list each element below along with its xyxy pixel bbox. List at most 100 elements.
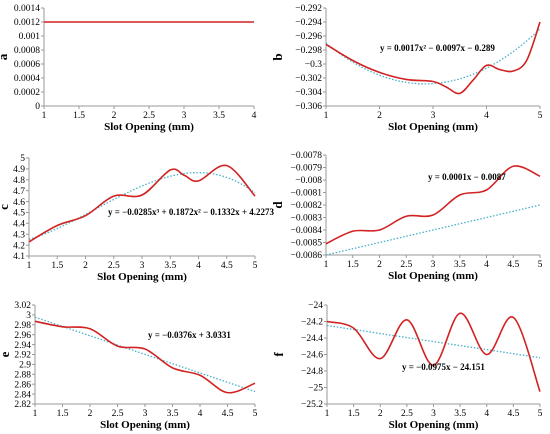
- y-tick-label: −24: [308, 301, 323, 311]
- trendline: [28, 171, 256, 240]
- y-tick-label: −25: [308, 384, 323, 394]
- y-tick-label: −0.296: [295, 32, 322, 42]
- x-tick-label: 3: [431, 260, 436, 270]
- y-tick-label: 0.0002: [14, 88, 40, 98]
- data-line: [28, 164, 256, 243]
- panel-e: 2.822.842.862.882.92.922.942.962.9833.02…: [0, 301, 258, 431]
- y-tick-label: −0.0083: [291, 214, 323, 224]
- y-tick-label: 2.82: [14, 400, 31, 410]
- x-tick-label: 4.5: [507, 260, 519, 270]
- x-tick-label: 4.5: [221, 261, 233, 271]
- x-tick-label: 1.5: [51, 261, 63, 271]
- x-tick-label: 1.5: [348, 409, 360, 419]
- y-tick-label: 4.6: [13, 198, 25, 208]
- panel-f: −24 −24.2 −24.4 −24.6 −24.8 −25 −25.21 1.5 2 2.5 3…: [271, 301, 543, 431]
- x-tick-label: 5: [253, 409, 258, 419]
- y-tick-label: 4.4: [13, 220, 25, 230]
- y-tick-label: 2.9: [19, 361, 31, 371]
- y-tick-label: −0.0082: [291, 201, 323, 211]
- data-line: [325, 21, 541, 95]
- x-tick-label: 3: [431, 111, 436, 121]
- x-tick-label: 3.5: [454, 409, 466, 419]
- x-tick-label: 2.5: [108, 261, 120, 271]
- y-tick-label: 5: [20, 154, 25, 164]
- y-tick-label: 4.8: [13, 176, 25, 186]
- panel-c: 4.14.24.34.44.54.64.74.84.951 1.5 2 2.5 3 3.5…: [0, 154, 275, 283]
- y-tick-label: −0.306: [295, 102, 322, 112]
- x-tick-label: 4.5: [222, 409, 234, 419]
- y-tick-label: −0.0078: [291, 151, 323, 161]
- y-tick-label: −24.6: [301, 351, 323, 361]
- y-tick-label: −0.302: [295, 74, 322, 84]
- trend-equation: y = −0.0975x − 24.151: [402, 362, 485, 372]
- x-tick-label: 2.5: [143, 111, 155, 121]
- x-tick-label: 5: [538, 111, 543, 121]
- x-tick-label: 3.5: [164, 261, 176, 271]
- y-tick-label: 2.94: [14, 341, 31, 351]
- y-axis-title: b: [270, 53, 285, 60]
- x-tick-label: 5: [538, 260, 543, 270]
- data-line: [326, 312, 541, 392]
- x-tick-label: 4.5: [507, 409, 519, 419]
- x-tick-label: 2: [377, 111, 382, 121]
- trendline: [325, 204, 541, 256]
- x-axis-title: Slot Opening (mm): [388, 121, 478, 133]
- x-tick-label: 4: [484, 111, 489, 121]
- y-tick-label: 4.5: [13, 209, 25, 219]
- x-tick-label: 2: [378, 409, 383, 419]
- x-tick-label: 4: [484, 260, 489, 270]
- y-axis-title: a: [0, 53, 10, 60]
- panel-d: −0.0078 −0.0079 −0.008 −0.0081 −0.0082 −0.008…: [270, 151, 543, 282]
- y-tick-label: 0.0004: [14, 74, 40, 84]
- x-axis-title: Slot Opening (mm): [97, 271, 187, 283]
- y-tick-label: −0.0084: [291, 226, 323, 236]
- x-tick-label: 4: [198, 409, 203, 419]
- x-tick-label: 2.5: [400, 260, 412, 270]
- trendline: [326, 324, 541, 359]
- trend-equation: y = 0.0001x − 0.0087: [428, 172, 506, 182]
- y-tick-label: 2.98: [14, 321, 31, 331]
- x-tick-label: 2: [377, 260, 382, 270]
- x-axis-title: Slot Opening (mm): [389, 419, 479, 431]
- x-tick-label: 1: [33, 409, 38, 419]
- x-tick-label: 4: [196, 261, 201, 271]
- x-tick-label: 1: [27, 261, 32, 271]
- x-tick-label: 3: [143, 409, 148, 419]
- x-tick-label: 3: [182, 111, 187, 121]
- x-tick-label: 4: [252, 111, 257, 121]
- y-tick-label: 4.9: [13, 165, 25, 175]
- x-tick-label: 3: [431, 409, 436, 419]
- x-axis-title: Slot Opening (mm): [388, 270, 478, 282]
- y-tick-label: −0.0085: [291, 239, 323, 249]
- x-tick-label: 1: [42, 111, 47, 121]
- y-tick-label: −0.3: [305, 60, 322, 70]
- y-tick-label: −0.0081: [291, 189, 323, 199]
- y-tick-label: −0.292: [295, 4, 322, 14]
- x-tick-label: 2.5: [112, 409, 124, 419]
- x-tick-label: 2.5: [401, 409, 413, 419]
- x-tick-label: 3.5: [213, 111, 225, 121]
- y-tick-label: −0.294: [295, 18, 322, 28]
- y-axis-title: d: [270, 201, 285, 209]
- y-tick-label: −0.304: [295, 88, 322, 98]
- panel-b: −0.292 −0.294 −0.296 −0.298 −0.3 −0.302 −0.304…: [270, 4, 543, 133]
- trend-equation: y = −0.0285x³ + 0.1872x² − 0.1332x + 4.2…: [108, 207, 275, 217]
- y-tick-label: 2.88: [14, 371, 31, 381]
- y-tick-label: −0.298: [295, 46, 322, 56]
- x-tick-label: 1.5: [57, 409, 69, 419]
- x-tick-label: 1: [324, 111, 329, 121]
- y-tick-label: 0.0012: [14, 18, 40, 28]
- x-tick-label: 1: [324, 260, 329, 270]
- y-tick-label: 4.3: [13, 230, 25, 240]
- trend-equation: y = 0.0017x² − 0.0097x − 0.289: [380, 43, 495, 53]
- y-tick-label: −24.8: [301, 367, 323, 377]
- y-tick-label: −0.0086: [291, 251, 323, 261]
- y-tick-label: 2.96: [14, 331, 31, 341]
- x-tick-label: 2: [83, 261, 88, 271]
- x-tick-label: 1.5: [347, 260, 359, 270]
- panel-a: 0 0.0002 0.0004 0.0006 0.0008 0.001 0.0012 0.00…: [0, 4, 257, 133]
- y-tick-label: −0.0079: [291, 164, 323, 174]
- x-tick-label: 1: [325, 409, 330, 419]
- y-tick-label: −24.4: [301, 334, 323, 344]
